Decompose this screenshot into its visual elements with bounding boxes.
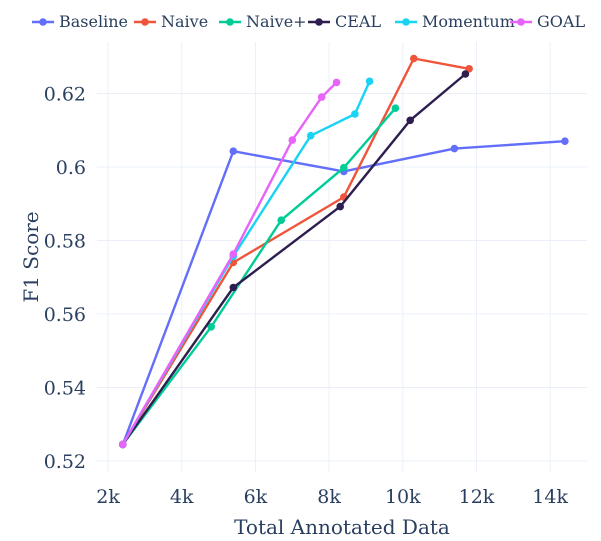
x-tick-label: 14k <box>532 486 568 508</box>
series-naive- <box>119 104 400 449</box>
y-tick-label: 0.54 <box>44 377 86 399</box>
data-point <box>207 323 215 331</box>
legend-marker <box>226 18 234 26</box>
legend-item-naive[interactable]: Naive <box>134 12 208 31</box>
data-point <box>410 54 418 63</box>
series-momentum <box>119 77 374 449</box>
legend-label: Naive <box>161 12 208 31</box>
legend-marker <box>141 18 149 26</box>
tick-labels: 2k 4k 6k 8k 10k 12k 14k 0.52 0.54 0.56 0.58 0.6 0.62 <box>44 83 569 508</box>
legend-label: CEAL <box>335 12 381 31</box>
legend-item-goal[interactable]: GOAL <box>510 12 585 31</box>
series-lines <box>119 54 569 449</box>
data-point <box>450 144 459 153</box>
y-tick-label: 0.56 <box>44 304 86 326</box>
legend-label: Baseline <box>59 12 128 31</box>
data-point <box>336 202 345 211</box>
data-point <box>351 110 359 118</box>
y-tick-label: 0.62 <box>44 83 86 105</box>
series-line <box>121 107 397 446</box>
legend-item-ceal[interactable]: CEAL <box>308 12 381 31</box>
y-tick-label: 0.58 <box>44 230 86 252</box>
legend-label: Momentum <box>422 12 515 31</box>
y-axis-title: F1 Score <box>19 211 43 302</box>
x-tick-label: 10k <box>385 486 421 508</box>
data-point <box>288 136 297 144</box>
data-point <box>332 78 341 87</box>
data-point <box>340 163 348 172</box>
data-point <box>391 104 400 112</box>
series-line <box>121 140 565 445</box>
legend-item-baseline[interactable]: Baseline <box>32 12 128 31</box>
data-point <box>317 93 326 101</box>
data-point <box>306 131 315 140</box>
series-baseline <box>119 137 569 449</box>
data-point <box>406 116 415 125</box>
legend[interactable]: Baseline Naive Naive+ CEAL Momentum GOAL <box>32 12 585 31</box>
legend-label: Naive+ <box>246 12 307 31</box>
x-axis-title: Total Annotated Data <box>234 515 450 539</box>
x-tick-label: 4k <box>170 486 194 508</box>
legend-marker <box>402 18 410 26</box>
legend-label: GOAL <box>537 12 585 31</box>
data-point <box>561 137 569 145</box>
data-point <box>365 77 374 86</box>
data-point <box>461 70 470 78</box>
data-point <box>229 283 238 292</box>
series-ceal <box>119 70 470 449</box>
legend-item-naive-[interactable]: Naive+ <box>219 12 307 31</box>
y-tick-label: 0.6 <box>56 157 86 179</box>
legend-marker <box>517 18 525 26</box>
series-goal <box>119 78 341 449</box>
data-point <box>277 216 286 224</box>
data-point <box>229 147 238 155</box>
legend-marker <box>315 18 323 26</box>
x-tick-label: 8k <box>317 486 341 508</box>
legend-marker <box>39 18 47 26</box>
data-point <box>119 440 127 449</box>
x-tick-label: 2k <box>96 486 120 508</box>
series-line <box>121 73 467 446</box>
grid <box>97 42 587 472</box>
data-point <box>229 250 238 258</box>
y-tick-label: 0.52 <box>44 451 86 473</box>
x-tick-label: 6k <box>244 486 268 508</box>
x-tick-label: 12k <box>459 486 495 508</box>
series-line <box>121 57 470 446</box>
legend-item-momentum[interactable]: Momentum <box>395 12 515 31</box>
